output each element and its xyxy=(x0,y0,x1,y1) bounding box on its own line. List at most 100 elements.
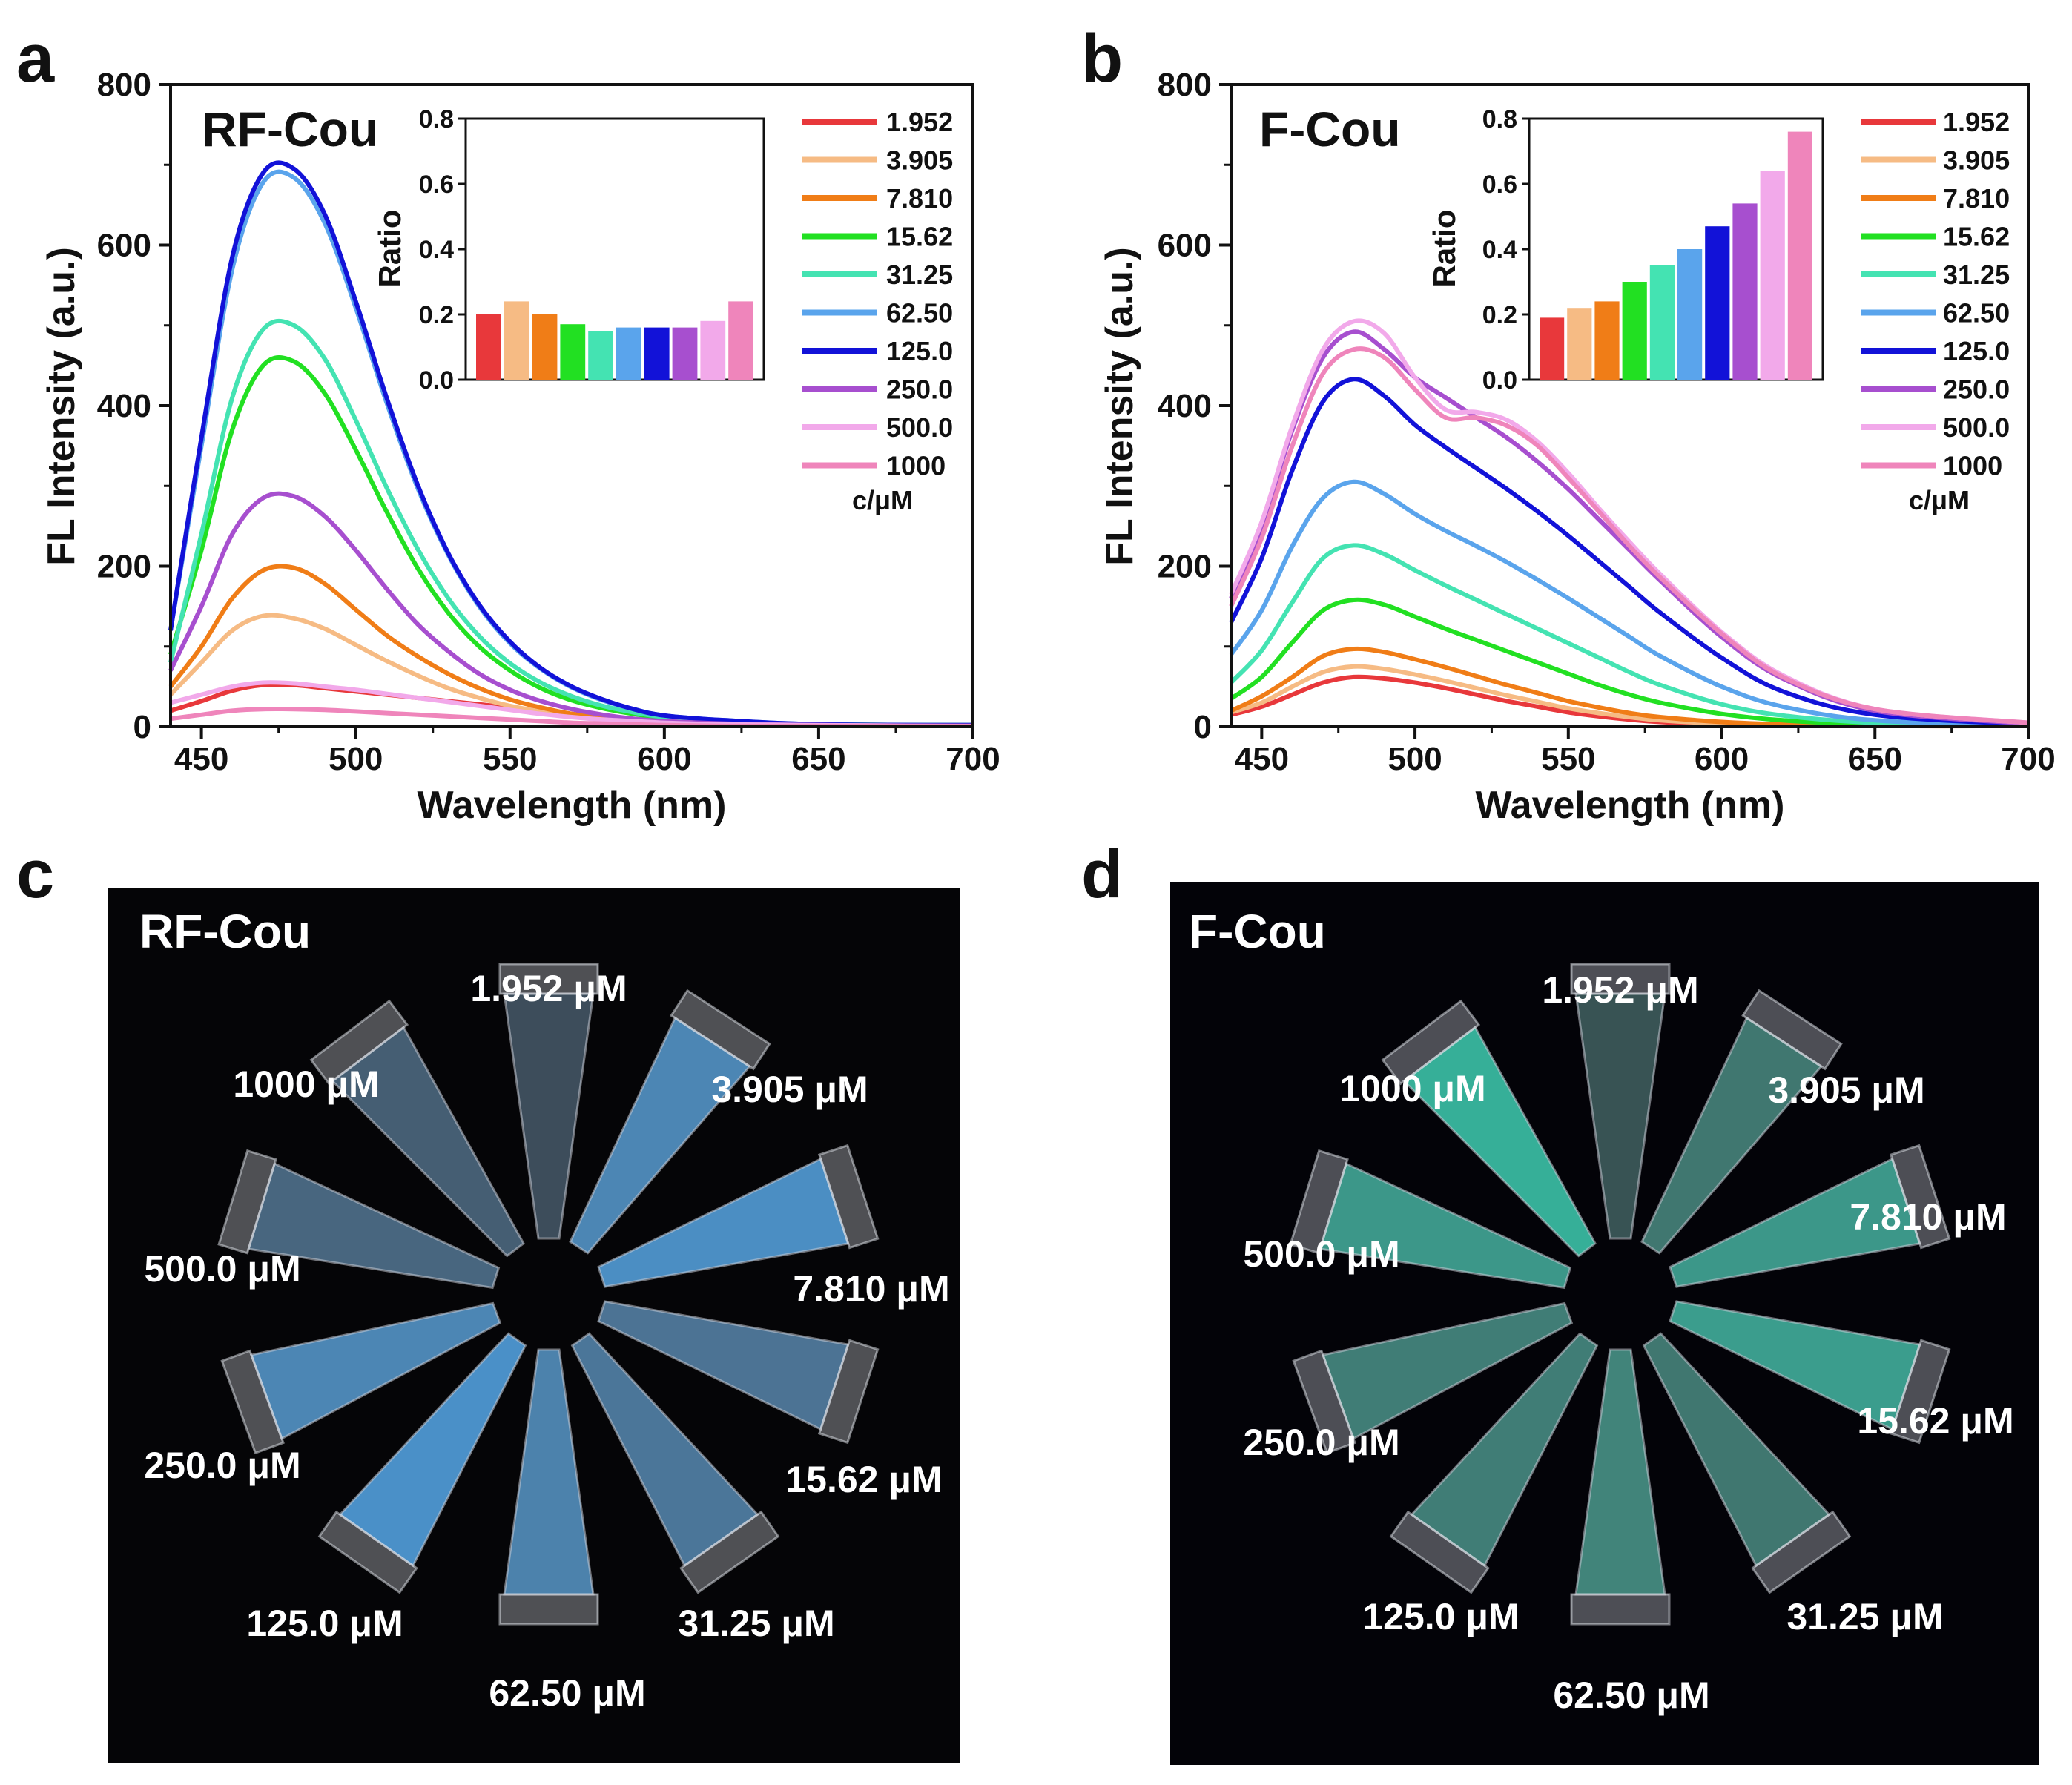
photo-d-tube-3 xyxy=(1669,1300,1951,1445)
chart-a-inset-bar-4 xyxy=(588,331,613,380)
chart-b-inset-bar-3 xyxy=(1622,282,1647,380)
photo-c-tube-label-3: 15.62 μM xyxy=(785,1459,942,1500)
chart-b-legend-label-7: 250.0 xyxy=(1943,375,2010,405)
chart-a-xtick-label-3: 600 xyxy=(637,741,691,777)
photo-c-tube-1 xyxy=(569,989,771,1255)
photo-c-tube-label-5: 62.50 μM xyxy=(489,1672,645,1714)
chart-a-inset-bar-9 xyxy=(728,301,753,380)
photo-d-tube-cap-9 xyxy=(1381,999,1481,1086)
chart-b-inset-ylabel: Ratio xyxy=(1427,210,1462,288)
chart-b-legend-label-9: 1000 xyxy=(1943,451,2002,481)
chart-b-inset-bar-0 xyxy=(1540,317,1565,380)
chart-a-inset-ytick-label-1: 0.2 xyxy=(419,301,454,329)
chart-b-ytick-label-3: 600 xyxy=(1158,228,1212,264)
chart-a: 450 500 550 600 650 700 0 200 400 600 800 RF-Cou W… xyxy=(40,67,1000,827)
chart-b-legend-title: c/μM xyxy=(1909,485,1970,515)
chart-a-legend-label-9: 1000 xyxy=(886,451,946,481)
chart-a-inset-bar-1 xyxy=(504,301,529,380)
chart-b-xtick-label-3: 600 xyxy=(1695,741,1749,777)
photo-d-tube-label-7: 250.0 μM xyxy=(1243,1422,1399,1463)
photo-c-tube-label-8: 500.0 μM xyxy=(144,1248,300,1290)
photo-c-tube-cap-9 xyxy=(309,999,409,1086)
chart-a-legend-label-2: 7.810 xyxy=(886,183,953,214)
photo-d-tube-6 xyxy=(1389,1332,1599,1594)
chart-b-inset: Ratio 0.0 0.2 0.4 0.6 0.8 xyxy=(1427,105,1824,395)
photo-d-tube-label-6: 125.0 μM xyxy=(1362,1596,1519,1637)
chart-a-inset: Ratio 0.0 0.2 0.4 0.6 0.8 xyxy=(372,105,765,395)
photo-d-tube-label-0: 1.952 μM xyxy=(1542,969,1698,1011)
photo-c: 1.952 μM 3.905 μM 7.810 μM 15.62 μM 31.25 μM… xyxy=(108,888,960,1763)
chart-b-series-line-6 xyxy=(1229,377,2029,727)
chart-a-legend-title: c/μM xyxy=(852,485,913,515)
photo-d-tube-9 xyxy=(1381,999,1597,1258)
photo-d-tube-label-2: 7.810 μM xyxy=(1850,1196,2006,1238)
chart-a-legend-label-7: 250.0 xyxy=(886,375,953,405)
photo-d-tube-label-8: 500.0 μM xyxy=(1243,1233,1399,1275)
panel-letter-b: b xyxy=(1081,21,1123,96)
photo-d-tube-cap-6 xyxy=(1389,1510,1490,1594)
photo-d-tube-label-5: 62.50 μM xyxy=(1553,1675,1709,1716)
chart-a-legend-label-1: 3.905 xyxy=(886,145,953,176)
photo-d-title: F-Cou xyxy=(1189,905,1326,958)
chart-b-legend: c/μM 1.952 3.905 7.810 15.62 31.25 62.50 125.0… xyxy=(1861,107,2010,515)
chart-a-ytick-label-0: 0 xyxy=(133,709,151,745)
photo-d-tube-5 xyxy=(1570,1348,1671,1626)
chart-a-inset-bar-7 xyxy=(672,327,698,380)
chart-b-series-line-3 xyxy=(1230,597,2029,728)
chart-b-xtick-label-0: 450 xyxy=(1235,741,1289,777)
chart-a-inset-bar-0 xyxy=(476,314,501,380)
chart-a-xtick-label-4: 650 xyxy=(791,741,845,777)
chart-b-ytick-label-4: 800 xyxy=(1158,67,1212,103)
photo-c-tube-0 xyxy=(498,963,599,1240)
photo-c-tube-cap-8 xyxy=(217,1149,277,1255)
photo-c-tube-cap-4 xyxy=(679,1510,780,1594)
chart-a-inset-bar-6 xyxy=(644,327,670,380)
photo-c-tube-9 xyxy=(309,999,525,1258)
photo-c-tube-cap-1 xyxy=(670,989,771,1071)
chart-b-xtick-label-5: 700 xyxy=(2001,741,2055,777)
photo-d-tube-cap-7 xyxy=(1292,1349,1356,1455)
chart-a-ytick-label-1: 200 xyxy=(97,549,151,585)
chart-b-legend-label-1: 3.905 xyxy=(1943,145,2010,176)
photo-d-tube-cap-2 xyxy=(1889,1144,1951,1250)
photo-d-tube-label-3: 15.62 μM xyxy=(1857,1400,2013,1442)
photo-d-tube-1 xyxy=(1640,989,1843,1255)
photo-c-tube-cap-3 xyxy=(817,1339,880,1445)
photo-c-tube-cap-2 xyxy=(817,1144,880,1250)
photo-c-tube-label-2: 7.810 μM xyxy=(793,1268,949,1310)
chart-a-ytick-label-3: 600 xyxy=(97,228,151,264)
chart-b-xlabel: Wavelength (nm) xyxy=(1476,784,1785,827)
photo-c-tube-7 xyxy=(220,1301,502,1455)
chart-a-series-line-0 xyxy=(170,682,974,728)
chart-b-ytick-label-2: 400 xyxy=(1158,388,1212,424)
chart-b-inset-ytick-label-1: 0.2 xyxy=(1482,301,1517,329)
chart-a-inset-bar-2 xyxy=(532,314,558,380)
photo-c-tube-label-1: 3.905 μM xyxy=(711,1069,868,1110)
photo-d-tube-0 xyxy=(1570,963,1671,1240)
chart-b-series-line-5 xyxy=(1229,479,2029,727)
chart-b-inset-ytick-label-0: 0.0 xyxy=(1482,366,1517,395)
photo-d-tube-label-1: 3.905 μM xyxy=(1768,1069,1924,1111)
photo-d: 1.952 μM 3.905 μM 7.810 μM 15.62 μM 31.25 μM… xyxy=(1170,882,2039,1765)
chart-b-legend-label-6: 125.0 xyxy=(1943,336,2010,366)
photo-d-background xyxy=(1170,882,2039,1765)
photo-d-tube-4 xyxy=(1642,1332,1852,1594)
chart-a-legend: c/μM 1.952 3.905 7.810 15.62 31.25 62.50 125.0… xyxy=(802,107,953,515)
photo-d-tube-label-9: 1000 μM xyxy=(1339,1068,1485,1109)
chart-b-xtick-label-4: 650 xyxy=(1848,741,1902,777)
photo-c-tube-cap-7 xyxy=(220,1349,285,1455)
photo-c-tubes: 1.952 μM 3.905 μM 7.810 μM 15.62 μM 31.25 μM… xyxy=(144,963,950,1714)
photo-c-title: RF-Cou xyxy=(139,905,311,958)
chart-b-inset-bar-8 xyxy=(1760,171,1785,380)
panel-letter-c: c xyxy=(16,837,54,912)
photo-c-tube-cap-6 xyxy=(317,1510,418,1594)
chart-b-ytick-label-1: 200 xyxy=(1158,549,1212,585)
photo-d-tube-7 xyxy=(1292,1301,1574,1455)
chart-a-legend-label-6: 125.0 xyxy=(886,336,953,366)
chart-a-series-line-7 xyxy=(168,491,974,728)
chart-a-legend-label-3: 15.62 xyxy=(886,222,953,252)
photo-c-background xyxy=(108,888,960,1763)
chart-a-xtick-label-1: 500 xyxy=(329,741,383,777)
photo-c-tube-cap-5 xyxy=(498,1593,599,1626)
